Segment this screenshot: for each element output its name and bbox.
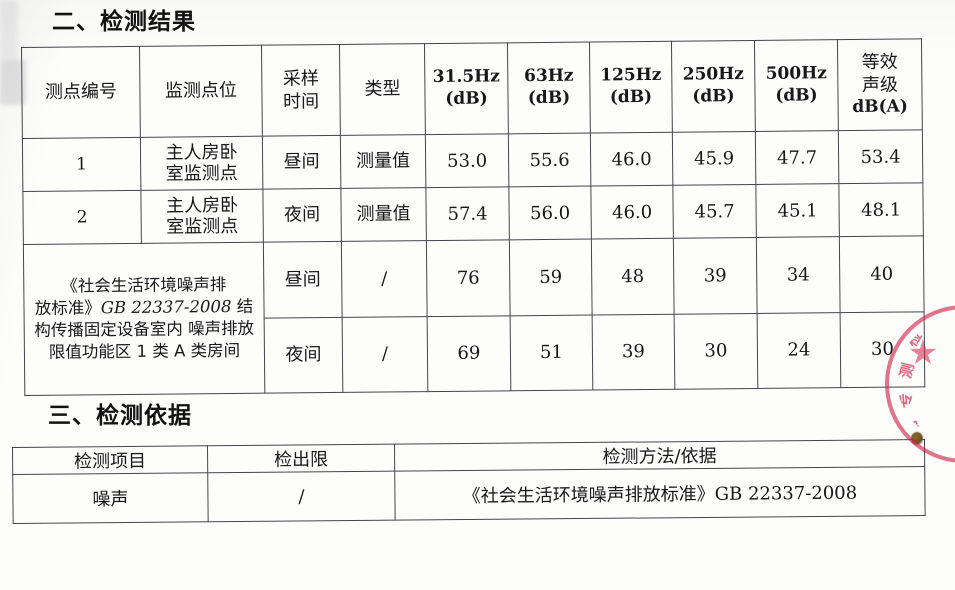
standard-ref-l1: 《社会生活环境噪声排 — [61, 275, 227, 296]
cell-point-no: 2 — [22, 190, 142, 245]
col-header-type: 类型 — [339, 43, 426, 136]
scan-smudge-left — [0, 60, 26, 105]
basis-table-container: 检测项目 检出限 检测方法/依据 噪声 / 《社会生活环境噪声排放标准》GB 2… — [12, 439, 926, 524]
col-header-63hz-l2: (dB) — [527, 87, 571, 109]
cell-value-125hz: 46.0 — [590, 132, 673, 187]
cell-test-method-cn: 《社会生活环境噪声排放标准》 — [462, 483, 715, 508]
cell-point-location: 主人房卧 室监测点 — [140, 136, 263, 191]
cell-sampling-time: 昼间 — [262, 135, 341, 190]
cell-limit-type: / — [341, 240, 428, 317]
table-row: 2 主人房卧 室监测点 夜间 测量值 57.4 56.0 46.0 45.7 4… — [22, 182, 924, 245]
cell-type: 测量值 — [340, 187, 427, 242]
section-heading-basis: 三、检测依据 — [48, 403, 192, 429]
col-header-equivalent-level-l1: 等效 — [861, 51, 898, 74]
cell-value-250hz: 45.7 — [672, 184, 757, 239]
col-header-500hz: 500Hz (dB) — [754, 39, 839, 132]
seal-char-3: 专 — [897, 392, 916, 409]
results-table-container: 测点编号 监测点位 采样 时间 类型 31.5Hz (dB) 63Hz (dB)… — [21, 38, 925, 396]
col-header-sampling-time-l2: 时间 — [282, 91, 320, 113]
standard-ref-l2-pre: 放标准》 — [34, 298, 101, 318]
col-header-equivalent-level-l2: 声级 — [861, 74, 899, 97]
cell-limit-type: / — [342, 316, 428, 393]
col-header-250hz-l2: (dB) — [692, 86, 735, 107]
cell-test-item: 噪声 — [12, 472, 209, 524]
standard-ref-gb-code: GB 22337-2008 — [100, 297, 232, 318]
table-row-limit-day: 《社会生活环境噪声排 放标准》GB 22337-2008 结构传播固定设备室内 … — [23, 235, 925, 396]
cell-limit-31_5hz: 69 — [427, 315, 511, 392]
col-header-250hz-l1: 250Hz — [682, 64, 744, 85]
cell-limit-125hz: 39 — [592, 313, 675, 391]
cell-value-125hz: 46.0 — [590, 185, 674, 240]
cell-point-location-l1: 主人房卧 — [165, 141, 238, 164]
seal-star-icon: ★ — [907, 333, 939, 373]
cell-point-location-l1: 主人房卧 — [165, 194, 239, 217]
col-header-equivalent-level-l3: dB(A) — [852, 96, 908, 118]
cell-value-63hz: 55.6 — [508, 133, 591, 187]
cell-value-equivalent: 48.1 — [838, 182, 924, 237]
table-row: 1 主人房卧 室监测点 昼间 测量值 53.0 55.6 46.0 45.9 4… — [22, 129, 923, 192]
cell-point-location-l2: 室监测点 — [165, 162, 238, 185]
noise-results-table: 测点编号 监测点位 采样 时间 类型 31.5Hz (dB) 63Hz (dB)… — [21, 38, 925, 396]
test-basis-table: 检测项目 检出限 检测方法/依据 噪声 / 《社会生活环境噪声排放标准》GB 2… — [12, 439, 926, 524]
cell-limit-250hz: 30 — [674, 312, 758, 390]
cell-sampling-time: 夜间 — [262, 188, 342, 243]
cell-test-method-gb: GB 22337-2008 — [714, 482, 858, 505]
col-header-125hz-l2: (dB) — [609, 86, 653, 108]
cell-test-method: 《社会生活环境噪声排放标准》GB 22337-2008 — [394, 466, 926, 521]
scan-smudge-left-top — [0, 0, 18, 60]
cell-limit-250hz: 39 — [673, 237, 758, 314]
col-header-500hz-l2: (dB) — [775, 85, 818, 106]
table-row: 噪声 / 《社会生活环境噪声排放标准》GB 22337-2008 — [12, 466, 926, 524]
col-header-point-no: 测点编号 — [21, 46, 141, 139]
col-header-500hz-l1: 500Hz — [765, 63, 827, 85]
cell-point-no: 1 — [22, 137, 141, 192]
cell-value-31_5hz: 57.4 — [425, 186, 510, 241]
col-header-31_5hz: 31.5Hz (dB) — [424, 42, 509, 135]
cell-limit-125hz: 48 — [591, 238, 675, 315]
cell-value-500hz: 45.1 — [755, 183, 840, 238]
cell-limit-31_5hz: 76 — [426, 239, 511, 317]
standard-ref-l5: 类 A 类房间 — [152, 340, 241, 361]
cell-point-location-l2: 室监测点 — [166, 215, 239, 238]
cell-limit-sampling-time: 昼间 — [263, 241, 343, 318]
col-header-63hz-l1: 63Hz — [524, 65, 574, 87]
col-header-equivalent-level: 等效 声级 dB(A) — [837, 38, 923, 131]
col-header-31_5hz-l1: 31.5Hz — [432, 66, 500, 88]
cell-type: 测量值 — [340, 134, 426, 189]
table-header-row: 测点编号 监测点位 采样 时间 类型 31.5Hz (dB) 63Hz (dB)… — [21, 38, 923, 139]
col-header-test-item: 检测项目 — [12, 445, 208, 475]
cell-limit-63hz: 59 — [509, 239, 593, 316]
col-header-250hz: 250Hz (dB) — [671, 40, 756, 133]
col-header-sampling-time: 采样 时间 — [261, 44, 341, 137]
cell-detection-limit: / — [207, 471, 396, 522]
cell-value-63hz: 56.0 — [508, 186, 592, 240]
col-header-125hz: 125Hz (dB) — [589, 41, 673, 134]
cell-value-500hz: 47.7 — [755, 130, 839, 185]
col-header-63hz: 63Hz (dB) — [507, 42, 591, 134]
col-header-sampling-time-l1: 采样 — [282, 68, 319, 90]
section-heading-results: 二、检测结果 — [52, 9, 196, 35]
col-header-125hz-l1: 125Hz — [600, 65, 662, 86]
cell-standard-reference: 《社会生活环境噪声排 放标准》GB 22337-2008 结构传播固定设备室内 … — [23, 242, 265, 396]
cell-value-equivalent: 53.4 — [838, 129, 923, 184]
col-header-point-location: 监测点位 — [139, 45, 263, 138]
cell-limit-sampling-time: 夜间 — [264, 316, 343, 394]
cell-limit-equivalent: 40 — [839, 235, 925, 313]
cell-limit-63hz: 51 — [510, 314, 593, 391]
col-header-detection-limit: 检出限 — [207, 444, 395, 473]
ink-smudge-dot — [911, 432, 923, 445]
cell-limit-500hz: 24 — [757, 312, 841, 389]
col-header-31_5hz-l2: (dB) — [445, 88, 488, 109]
standard-ref-l2: 放标准》GB 22337-2008 — [35, 297, 232, 318]
cell-point-location: 主人房卧 室监测点 — [140, 189, 264, 244]
cell-value-31_5hz: 53.0 — [425, 133, 509, 188]
cell-value-250hz: 45.9 — [672, 131, 756, 186]
cell-limit-500hz: 34 — [756, 236, 841, 313]
